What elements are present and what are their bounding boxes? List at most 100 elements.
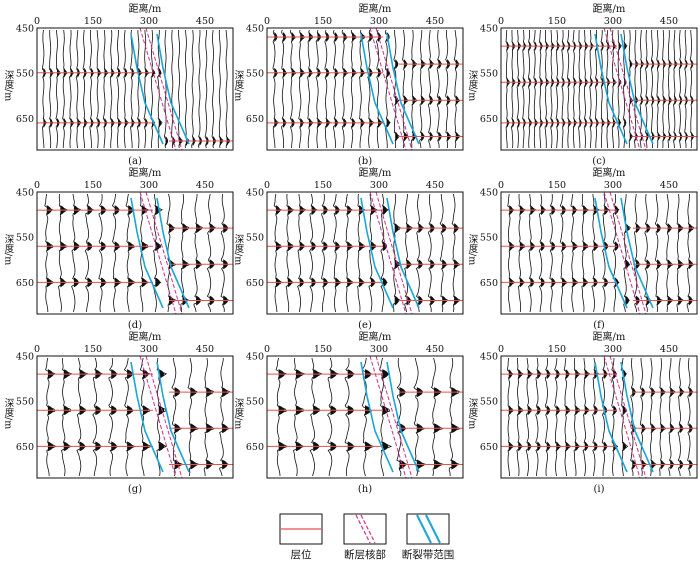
y-tick-label: 650 (246, 442, 264, 453)
x-axis-title: 距离/m (593, 2, 626, 15)
fault-zone-line (386, 361, 420, 473)
x-tick-label: 150 (548, 344, 566, 355)
seismic-trace (592, 357, 600, 477)
seismic-trace (668, 358, 676, 477)
seismic-trace (309, 357, 323, 477)
fault-core-line (603, 27, 641, 151)
fault-core-line (609, 191, 647, 315)
fault-zone-line (156, 197, 190, 309)
seismic-trace (96, 30, 102, 149)
seismic-trace (157, 30, 163, 149)
seismic-trace (180, 193, 190, 313)
panel-frame (266, 27, 464, 151)
x-tick-label: 0 (498, 180, 504, 191)
x-axis-title: 距离/m (129, 2, 162, 15)
seismic-trace (220, 193, 230, 313)
seismic-trace (178, 30, 183, 149)
seismic-trace (152, 193, 163, 313)
seismic-trace (667, 29, 672, 149)
seismic-trace (427, 29, 434, 149)
seismic-trace (123, 29, 129, 149)
seismic-trace (602, 193, 610, 313)
x-tick-label: 450 (426, 180, 444, 191)
seismic-trace (219, 357, 231, 477)
seismic-trace (411, 29, 418, 149)
x-tick-label: 300 (604, 16, 622, 27)
seismic-panel-1: 距离/m 0 150 300 450 450 550 650 深度/m (a) (3, 2, 234, 167)
seismic-trace (427, 193, 436, 312)
seismic-trace (527, 29, 533, 149)
y-tick-label: 650 (480, 114, 498, 125)
legend-swatch (343, 513, 387, 545)
y-axis-title: 深度/m (467, 234, 479, 265)
seismic-trace (163, 29, 169, 149)
seismic-trace (600, 30, 605, 149)
seismic-trace (525, 357, 534, 477)
seismic-trace (71, 193, 82, 313)
fault-zone-line (360, 361, 394, 473)
fault-core-line (139, 27, 177, 151)
seismic-trace (111, 193, 123, 313)
seismic-trace (561, 29, 566, 149)
seismic-trace (62, 29, 68, 149)
y-axis-title: 深度/m (3, 70, 15, 101)
seismic-trace (633, 193, 641, 313)
y-tick-label: 550 (480, 69, 498, 80)
fault-zone-line (130, 197, 164, 309)
seismic-trace (601, 357, 609, 477)
x-tick-label: 450 (426, 16, 444, 27)
fault-core-line (145, 191, 183, 315)
fault-core-line (145, 355, 183, 479)
x-tick-label: 150 (84, 180, 102, 191)
seismic-trace (332, 29, 339, 149)
y-axis-title: 深度/m (233, 398, 245, 429)
seismic-trace (315, 29, 323, 149)
seismic-trace (506, 357, 515, 477)
y-tick-label: 550 (16, 69, 34, 80)
x-tick-label: 0 (498, 16, 504, 27)
fault-zone-line (156, 361, 190, 473)
y-tick-label: 550 (480, 233, 498, 244)
panel-frame (36, 191, 234, 315)
x-tick-label: 0 (264, 344, 270, 355)
y-tick-label: 550 (16, 233, 34, 244)
seismic-trace (396, 357, 408, 477)
x-tick-label: 0 (34, 16, 40, 27)
y-axis-title: 深度/m (467, 70, 479, 101)
panel-label: (e) (358, 320, 372, 331)
trace-peak (624, 41, 627, 52)
seismic-panel-5: 距离/m 0 150 300 450 450 550 650 深度/m (e) (233, 166, 464, 331)
y-tick-label: 450 (480, 352, 498, 363)
seismic-trace (404, 193, 413, 313)
seismic-trace (76, 357, 89, 477)
x-tick-label: 0 (498, 344, 504, 355)
fault-zone-line (360, 33, 394, 145)
y-tick-label: 550 (480, 397, 498, 408)
seismic-trace (582, 357, 591, 477)
seismic-trace (41, 29, 47, 148)
trace-peak (629, 59, 632, 70)
seismic-trace (206, 193, 216, 313)
y-axis-title: 深度/m (467, 398, 479, 429)
fault-zone-line (594, 361, 628, 473)
x-tick-label: 150 (314, 344, 332, 355)
seismic-trace (650, 30, 655, 149)
panel-frame (266, 355, 464, 479)
panel-label: (h) (358, 484, 372, 495)
seismic-trace (431, 357, 444, 477)
fault-core-line (603, 191, 641, 315)
trace-peak (624, 117, 627, 128)
y-tick-label: 450 (16, 188, 34, 199)
trace-peak (395, 59, 399, 70)
seismic-trace (533, 30, 538, 149)
x-axis-title: 距离/m (593, 166, 626, 179)
x-tick-label: 300 (370, 180, 388, 191)
seismic-panel-8: 距离/m 0 150 300 450 450 550 650 深度/m (h) (233, 330, 464, 495)
seismic-trace (393, 30, 400, 149)
seismic-trace (673, 29, 678, 149)
seismic-trace (453, 29, 461, 149)
panel-frame (266, 191, 464, 315)
y-tick-label: 650 (246, 114, 264, 125)
x-tick-label: 150 (314, 180, 332, 191)
seismic-trace (684, 29, 689, 148)
